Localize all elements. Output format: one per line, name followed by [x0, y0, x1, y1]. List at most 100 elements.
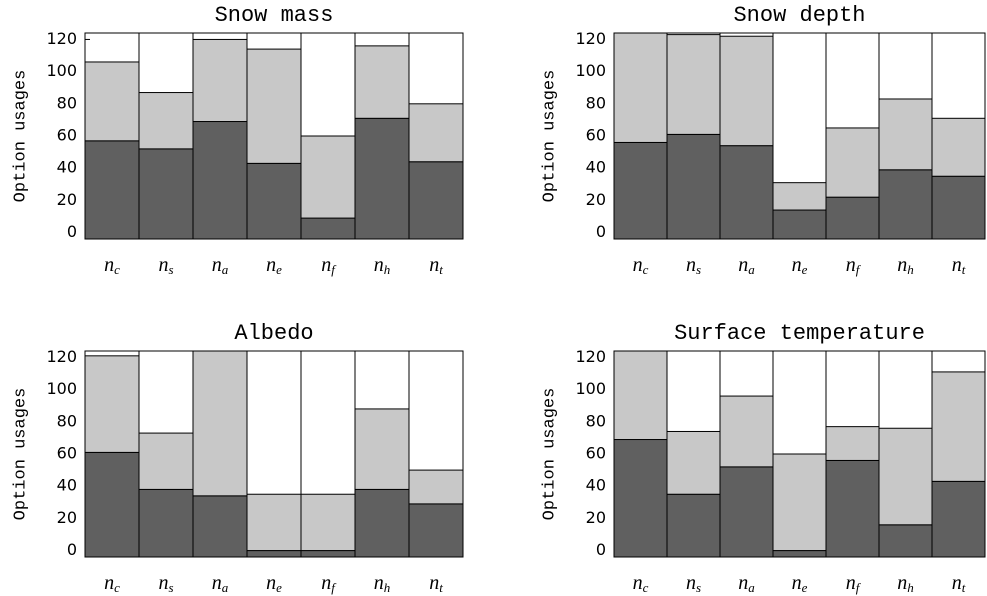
x-tick-label: nh	[897, 254, 914, 277]
y-tick-label: 120	[46, 29, 77, 48]
category-symbol: n	[686, 254, 696, 276]
x-tick-label: nh	[374, 254, 391, 277]
category-subscript: s	[168, 262, 173, 277]
bar-segment	[354, 408, 410, 490]
category-subscript: f	[856, 262, 862, 277]
bar-segment	[138, 432, 194, 490]
category-subscript: f	[856, 580, 862, 595]
y-tick-label: 40	[57, 158, 77, 177]
bar-segment	[719, 145, 774, 240]
x-tick-label: na	[738, 254, 755, 277]
plot-frame	[613, 350, 986, 558]
bar-segment	[878, 427, 933, 526]
category-symbol: n	[321, 572, 331, 594]
bar-segment	[300, 217, 356, 240]
bar-segment	[354, 117, 410, 240]
x-tick-label: ne	[792, 572, 808, 595]
bar-segment	[354, 45, 410, 119]
x-tick-label: nc	[104, 254, 120, 277]
x-tick-label: nc	[104, 572, 120, 595]
category-symbol: n	[897, 254, 907, 276]
category-subscript: h	[907, 262, 914, 277]
category-symbol: n	[952, 572, 962, 594]
category-subscript: t	[439, 262, 443, 277]
y-tick-label: 80	[586, 93, 606, 112]
bar-segment	[825, 196, 880, 240]
category-subscript: s	[168, 580, 173, 595]
y-tick-label: 120	[46, 347, 77, 366]
category-subscript: e	[276, 262, 282, 277]
y-tick-label: 60	[586, 126, 606, 145]
bar-segment	[878, 169, 933, 240]
x-tick-label: nt	[429, 254, 443, 277]
x-tick-label: nf	[846, 254, 862, 277]
category-symbol: n	[266, 572, 276, 594]
category-symbol: n	[158, 254, 168, 276]
bar-segment	[719, 395, 774, 468]
x-tick-label: nh	[897, 572, 914, 595]
bar-segment	[772, 453, 827, 552]
y-tick-label: 40	[57, 476, 77, 495]
bar-segment	[408, 469, 464, 505]
category-symbol: n	[158, 572, 168, 594]
category-symbol: n	[738, 572, 748, 594]
category-subscript: f	[331, 262, 337, 277]
y-tick-label: 60	[586, 444, 606, 463]
bar-segment	[878, 524, 933, 558]
bar-segment	[878, 98, 933, 171]
y-tick-label: 40	[586, 158, 606, 177]
panel: Surface temperature Option usages 0 20 40 60 8…	[540, 321, 986, 595]
x-tick-label: ns	[158, 254, 173, 277]
x-tick-label: nf	[321, 254, 337, 277]
category-subscript: c	[643, 580, 649, 595]
category-symbol: n	[686, 572, 696, 594]
bar-segment	[666, 34, 721, 135]
category-subscript: e	[802, 580, 808, 595]
bar-segment	[613, 350, 668, 441]
category-subscript: t	[962, 262, 966, 277]
bar-segment	[931, 117, 986, 177]
y-tick-label: 80	[57, 93, 77, 112]
y-tick-label: 0	[67, 222, 77, 241]
bar-segment	[408, 103, 464, 163]
bar-segment	[192, 495, 248, 558]
bar-segment	[772, 209, 827, 240]
bar-segment	[666, 493, 721, 558]
category-symbol: n	[952, 254, 962, 276]
y-tick-label: 120	[575, 29, 606, 48]
category-subscript: e	[802, 262, 808, 277]
category-subscript: c	[114, 580, 120, 595]
bar-segment	[84, 61, 140, 142]
x-tick-label: nf	[321, 572, 337, 595]
y-tick-label: 80	[586, 411, 606, 430]
category-subscript: h	[384, 580, 391, 595]
bar-segment	[246, 550, 302, 558]
category-symbol: n	[429, 572, 439, 594]
x-tick-label: ne	[266, 254, 282, 277]
x-tick-label: ns	[686, 572, 701, 595]
category-subscript: a	[222, 262, 229, 277]
bar-segment	[246, 493, 302, 552]
bar-segment	[772, 550, 827, 558]
bar-segment	[666, 430, 721, 495]
category-symbol: n	[104, 572, 114, 594]
panel-title: Snow depth	[733, 3, 865, 28]
y-tick-label: 20	[586, 190, 606, 209]
category-subscript: f	[331, 580, 337, 595]
bar-segment	[931, 175, 986, 240]
category-symbol: n	[792, 254, 802, 276]
category-subscript: a	[748, 580, 755, 595]
x-tick-label: ns	[158, 572, 173, 595]
category-subscript: a	[748, 262, 755, 277]
x-tick-label: na	[738, 572, 755, 595]
y-tick-label: 100	[46, 61, 77, 80]
y-tick-label: 0	[596, 222, 606, 241]
bar-segment	[408, 161, 464, 240]
bar-segment	[666, 133, 721, 240]
panel-title: Albedo	[234, 321, 313, 346]
bar-segment	[825, 426, 880, 461]
x-tick-label: ne	[792, 254, 808, 277]
y-tick-label: 20	[57, 508, 77, 527]
